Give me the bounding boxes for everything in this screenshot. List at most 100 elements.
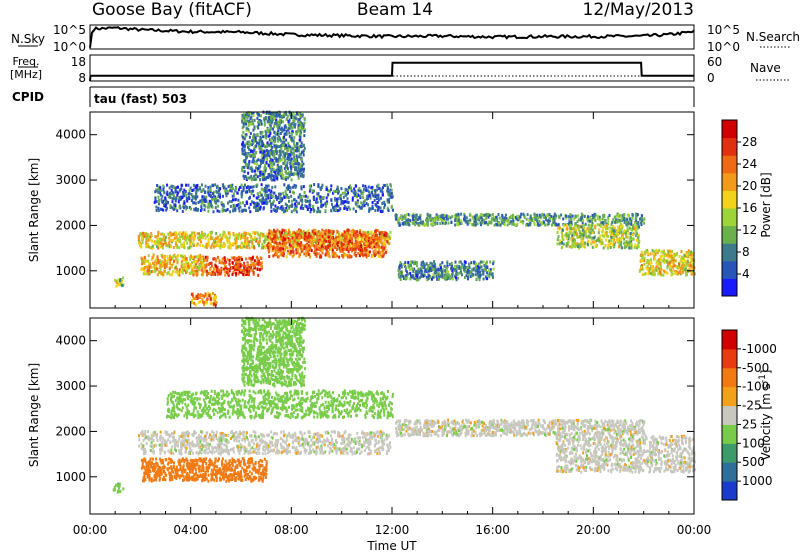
data-cell: [516, 215, 519, 218]
data-cell: [196, 236, 199, 240]
data-cell: [581, 233, 584, 237]
data-cell: [176, 245, 179, 249]
data-cell: [305, 200, 308, 204]
data-cell: [181, 210, 184, 213]
data-cell: [376, 195, 379, 199]
data-cell: [338, 195, 341, 199]
data-cell: [403, 221, 406, 225]
data-cell: [355, 209, 357, 213]
data-cell: [491, 213, 494, 217]
data-cell: [256, 201, 259, 205]
data-cell: [216, 204, 219, 208]
data-cell: [429, 214, 432, 218]
data-cell: [174, 207, 177, 211]
data-cell: [200, 202, 203, 206]
data-cell: [675, 272, 678, 276]
data-cell: [475, 213, 478, 217]
data-cell: [387, 241, 390, 245]
data-cell: [237, 272, 240, 276]
data-cell: [286, 114, 289, 118]
data-cell: [278, 165, 281, 169]
data-cell: [553, 220, 556, 224]
data-cell: [156, 261, 159, 265]
data-cell: [206, 257, 209, 261]
data-cell: [139, 232, 142, 236]
data-cell: [379, 209, 382, 213]
data-cell: [169, 238, 172, 242]
data-cell: [168, 245, 171, 249]
data-cell: [336, 199, 339, 203]
data-cell: [345, 247, 348, 251]
data-cell: [300, 229, 302, 233]
data-cell: [324, 245, 327, 249]
data-cell: [243, 137, 246, 141]
data-cell: [256, 262, 259, 266]
data-cell: [304, 194, 307, 198]
data-cell: [151, 261, 154, 265]
data-cell: [226, 208, 229, 212]
data-cell: [251, 245, 253, 249]
data-cell: [195, 194, 198, 198]
data-cell: [320, 244, 323, 248]
data-cell: [314, 253, 317, 256]
data-cell: [186, 206, 189, 209]
data-cell: [271, 249, 274, 253]
data-cell: [285, 175, 288, 179]
data-cell: [633, 246, 636, 249]
data-cell: [631, 216, 633, 220]
data-cell: [263, 244, 266, 248]
data-cell: [683, 254, 686, 257]
data-cell: [274, 238, 277, 242]
data-cell: [296, 159, 299, 163]
data-cell: [193, 269, 196, 273]
data-cell: [179, 235, 182, 239]
data-cell: [372, 239, 375, 243]
data-cell: [603, 213, 606, 217]
data-cell: [680, 264, 683, 268]
data-cell: [183, 188, 186, 192]
data-cell: [614, 234, 617, 238]
data-cell: [201, 266, 204, 270]
data-cell: [245, 200, 248, 204]
data-cell: [248, 113, 251, 117]
data-cell: [640, 214, 643, 218]
data-cell: [673, 264, 676, 268]
data-cell: [379, 206, 382, 210]
data-cell: [365, 237, 368, 241]
data-cell: [662, 269, 665, 273]
data-cell: [377, 183, 380, 187]
n-search-label: N.Search: [746, 30, 800, 44]
data-cell: [315, 231, 318, 235]
data-cell: [609, 246, 612, 249]
data-cell: [248, 160, 251, 163]
data-cell: [193, 234, 196, 238]
data-cell: [466, 222, 469, 226]
data-cell: [585, 229, 588, 233]
data-cell: [234, 206, 237, 209]
data-cell: [228, 258, 231, 262]
data-cell: [572, 231, 575, 235]
data-cell: [463, 214, 466, 218]
data-cell: [384, 245, 387, 249]
data-cell: [199, 237, 202, 241]
data-cell: [217, 268, 220, 272]
data-cell: [552, 217, 555, 221]
data-cell: [252, 176, 255, 180]
data-cell: [183, 246, 186, 250]
data-cell: [574, 231, 577, 234]
data-cell: [296, 202, 299, 206]
data-cell: [169, 204, 172, 208]
data-cell: [368, 241, 371, 245]
data-cell: [598, 228, 601, 232]
data-cell: [247, 129, 250, 133]
data-cell: [347, 188, 350, 192]
data-cell: [222, 233, 225, 237]
data-cell: [248, 188, 251, 192]
data-cell: [315, 197, 318, 201]
data-cell: [181, 271, 184, 275]
data-cell: [251, 268, 254, 272]
data-cell: [667, 250, 670, 254]
data-cell: [292, 147, 295, 151]
data-cell: [268, 188, 271, 192]
data-cell: [299, 167, 302, 171]
